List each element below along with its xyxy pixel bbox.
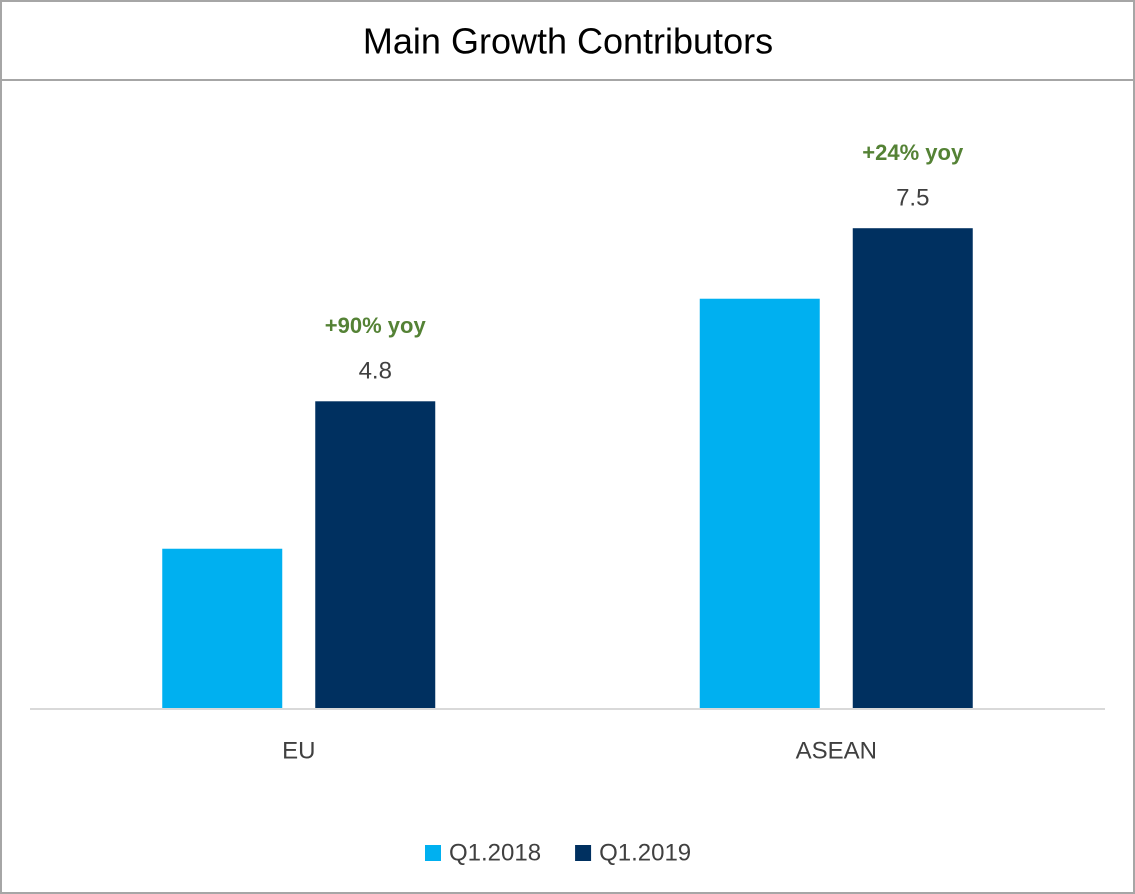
data-label: 4.8: [359, 358, 392, 385]
annotation: +90% yoy: [325, 313, 427, 338]
x-tick-label: EU: [282, 737, 315, 764]
legend-swatch: [425, 845, 441, 861]
x-tick-label: ASEAN: [796, 737, 877, 764]
legend-label: Q1.2018: [449, 839, 541, 866]
annotation: +24% yoy: [862, 140, 964, 165]
legend-label: Q1.2019: [599, 839, 691, 866]
chart-title: Main Growth Contributors: [363, 21, 773, 62]
data-label: 7.5: [896, 185, 929, 212]
bar: [162, 548, 283, 709]
legend-swatch: [575, 845, 592, 861]
bar: [852, 228, 973, 710]
bar: [315, 401, 436, 709]
bar: [699, 298, 820, 709]
